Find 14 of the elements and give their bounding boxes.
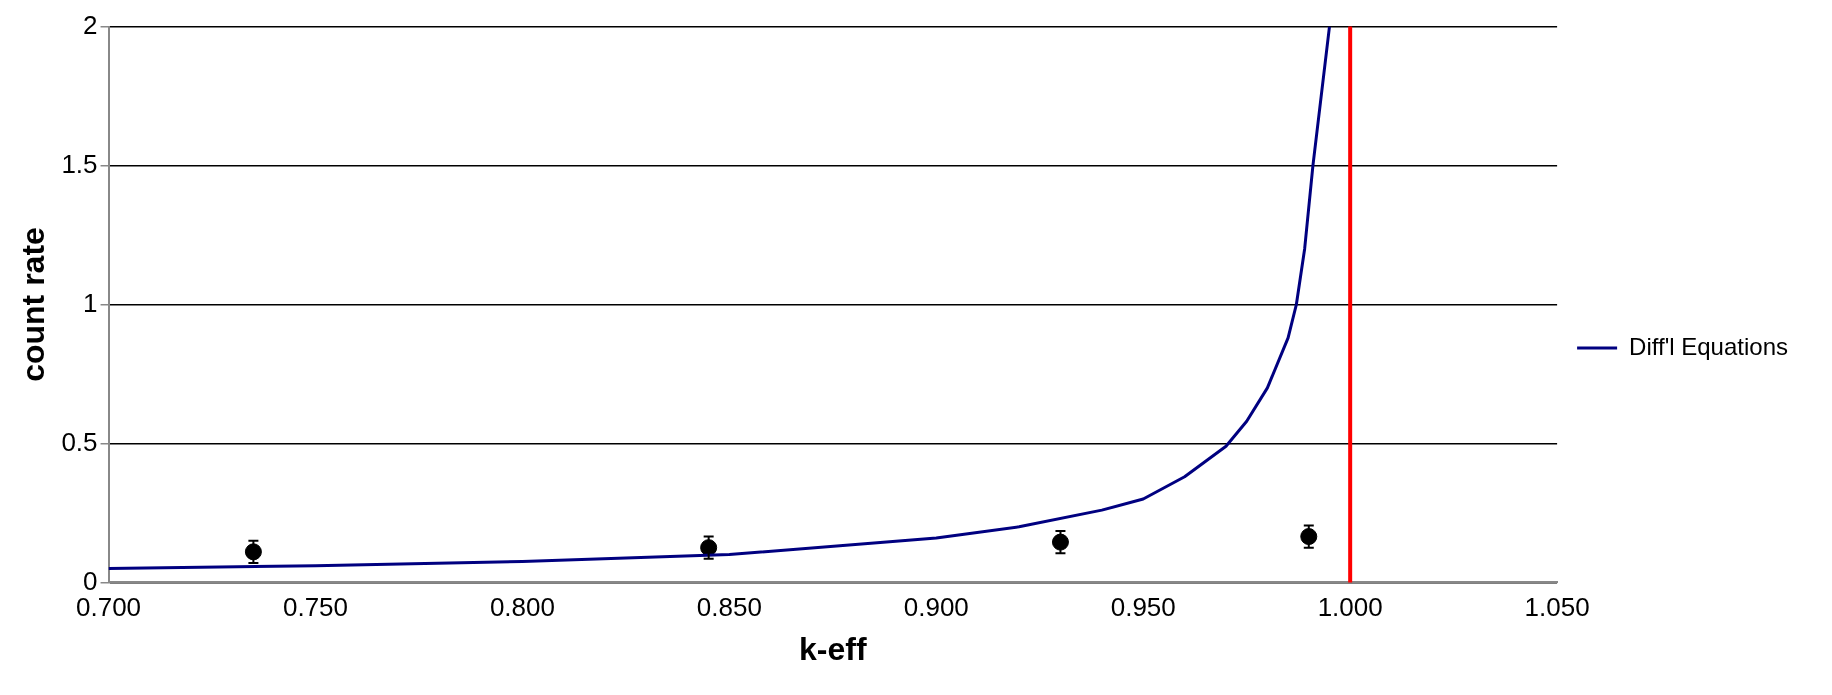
x-tick-label: 1.000 [1317,592,1383,623]
x-tick-label: 1.050 [1524,592,1590,623]
x-tick-label: 0.950 [1110,592,1176,623]
y-tick-label: 0.5 [61,426,98,457]
x-tick-label: 0.900 [903,592,969,623]
x-tick-label: 0.850 [696,592,762,623]
y-tick-label: 1 [83,287,98,318]
y-tick-label: 2 [83,9,98,40]
y-tick-label: 1.5 [61,148,98,179]
legend-label: Diff'l Equations [1629,332,1789,360]
x-axis-title: k-eff [799,630,867,667]
y-axis-title: count rate [15,227,52,382]
x-tick-label: 0.750 [282,592,349,623]
x-tick-label: 0.800 [489,592,555,623]
